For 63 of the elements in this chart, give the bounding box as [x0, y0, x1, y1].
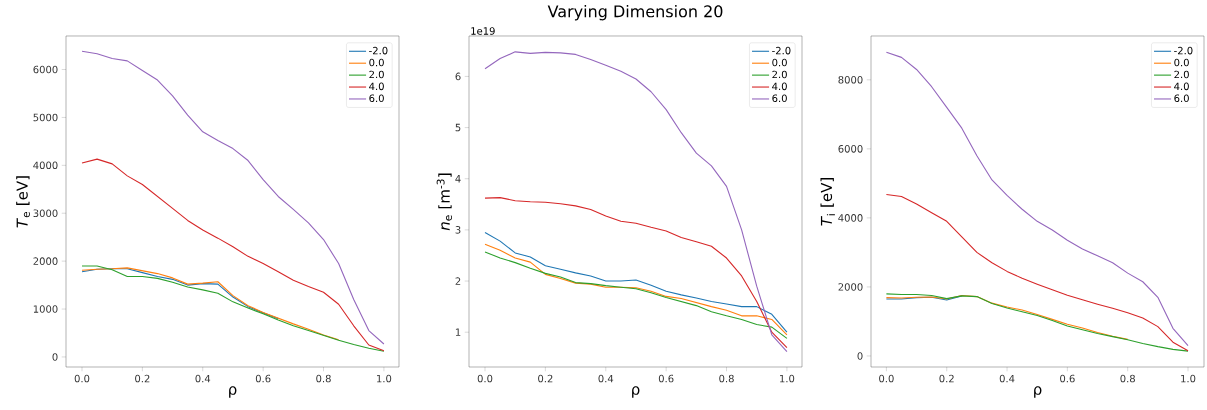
legend-label: 6.0 — [1174, 94, 1189, 103]
y-tick-label: 1000 — [33, 305, 58, 313]
legend-label: 0.0 — [772, 58, 787, 67]
legend-label: 4.0 — [1174, 82, 1189, 91]
text: 1e19 — [471, 27, 495, 35]
x-tick-label: 0.6 — [255, 374, 271, 383]
y-tick-label: 4000 — [33, 161, 58, 170]
y-axis-title: T$_{e}$ [eV] — [16, 176, 30, 228]
y-tick-label: 0 — [857, 352, 863, 360]
x-tick-label: 0.6 — [658, 374, 674, 383]
y-tick-label: 5 — [455, 123, 461, 132]
x-tick-label: 0.0 — [879, 374, 894, 383]
x-axis-title: ρ — [632, 386, 640, 398]
y-tick-label: 3000 — [33, 209, 58, 218]
y-tick-label: 6000 — [33, 65, 58, 74]
x-tick-label: 1.0 — [377, 374, 392, 383]
y-tick-label: 6 — [455, 72, 461, 81]
line-series — [885, 193, 1189, 352]
chart-title: Varying Dimension 20 — [547, 4, 723, 21]
legend-label: -2.0 — [772, 46, 791, 55]
legend-label: 4.0 — [772, 82, 787, 91]
legend-label: -2.0 — [369, 46, 388, 55]
legend-label: 2.0 — [772, 70, 787, 79]
x-tick-label: 0.2 — [538, 374, 553, 383]
legend-label: 4.0 — [369, 82, 384, 91]
x-tick-label: 0.2 — [939, 374, 954, 383]
y-tick-label: 4 — [455, 175, 461, 183]
x-tick-label: 0.6 — [1060, 374, 1075, 383]
x-tick-label: 0.0 — [477, 374, 493, 383]
y-tick-label: 8000 — [838, 76, 863, 84]
line-series — [885, 295, 1129, 340]
y-axis-title: T$_{i}$ [eV] — [820, 178, 835, 226]
line-series — [885, 293, 1189, 352]
y-tick-label: 2000 — [838, 283, 863, 291]
x-tick-label: 1.0 — [1181, 374, 1196, 383]
y-axis-title: n$_{e}$ [m$^{-3}$] — [436, 173, 452, 231]
y-tick-label: 2 — [455, 277, 461, 285]
x-tick-label: 0.4 — [195, 374, 211, 383]
legend-label: 6.0 — [772, 94, 787, 103]
legend-label: 2.0 — [369, 70, 384, 79]
x-tick-label: 0.8 — [316, 374, 331, 383]
y-tick-label: 6000 — [838, 145, 863, 153]
legend-label: 2.0 — [1174, 70, 1189, 79]
x-axis-title: ρ — [1034, 386, 1042, 398]
x-tick-label: 0.8 — [719, 374, 734, 383]
x-tick-label: 0.4 — [598, 374, 614, 383]
y-tick-label: 1 — [455, 328, 461, 336]
x-axis-title: ρ — [229, 386, 237, 398]
line-series — [484, 197, 788, 349]
x-tick-label: 1.0 — [780, 374, 795, 383]
x-tick-label: 0.8 — [1120, 374, 1135, 383]
legend-label: 0.0 — [369, 58, 384, 67]
legend-label: 6.0 — [369, 94, 384, 103]
y-tick-label: 4000 — [838, 214, 863, 222]
legend-label: 0.0 — [1174, 58, 1189, 67]
legend-label: -2.0 — [1174, 46, 1193, 55]
y-tick-label: 2000 — [33, 257, 58, 265]
x-tick-label: 0.0 — [74, 374, 90, 383]
y-tick-label: 0 — [52, 353, 58, 361]
x-tick-label: 0.2 — [135, 374, 150, 383]
y-tick-label: 5000 — [33, 113, 58, 122]
x-tick-label: 0.4 — [999, 374, 1015, 383]
y-tick-label: 3 — [455, 226, 461, 234]
